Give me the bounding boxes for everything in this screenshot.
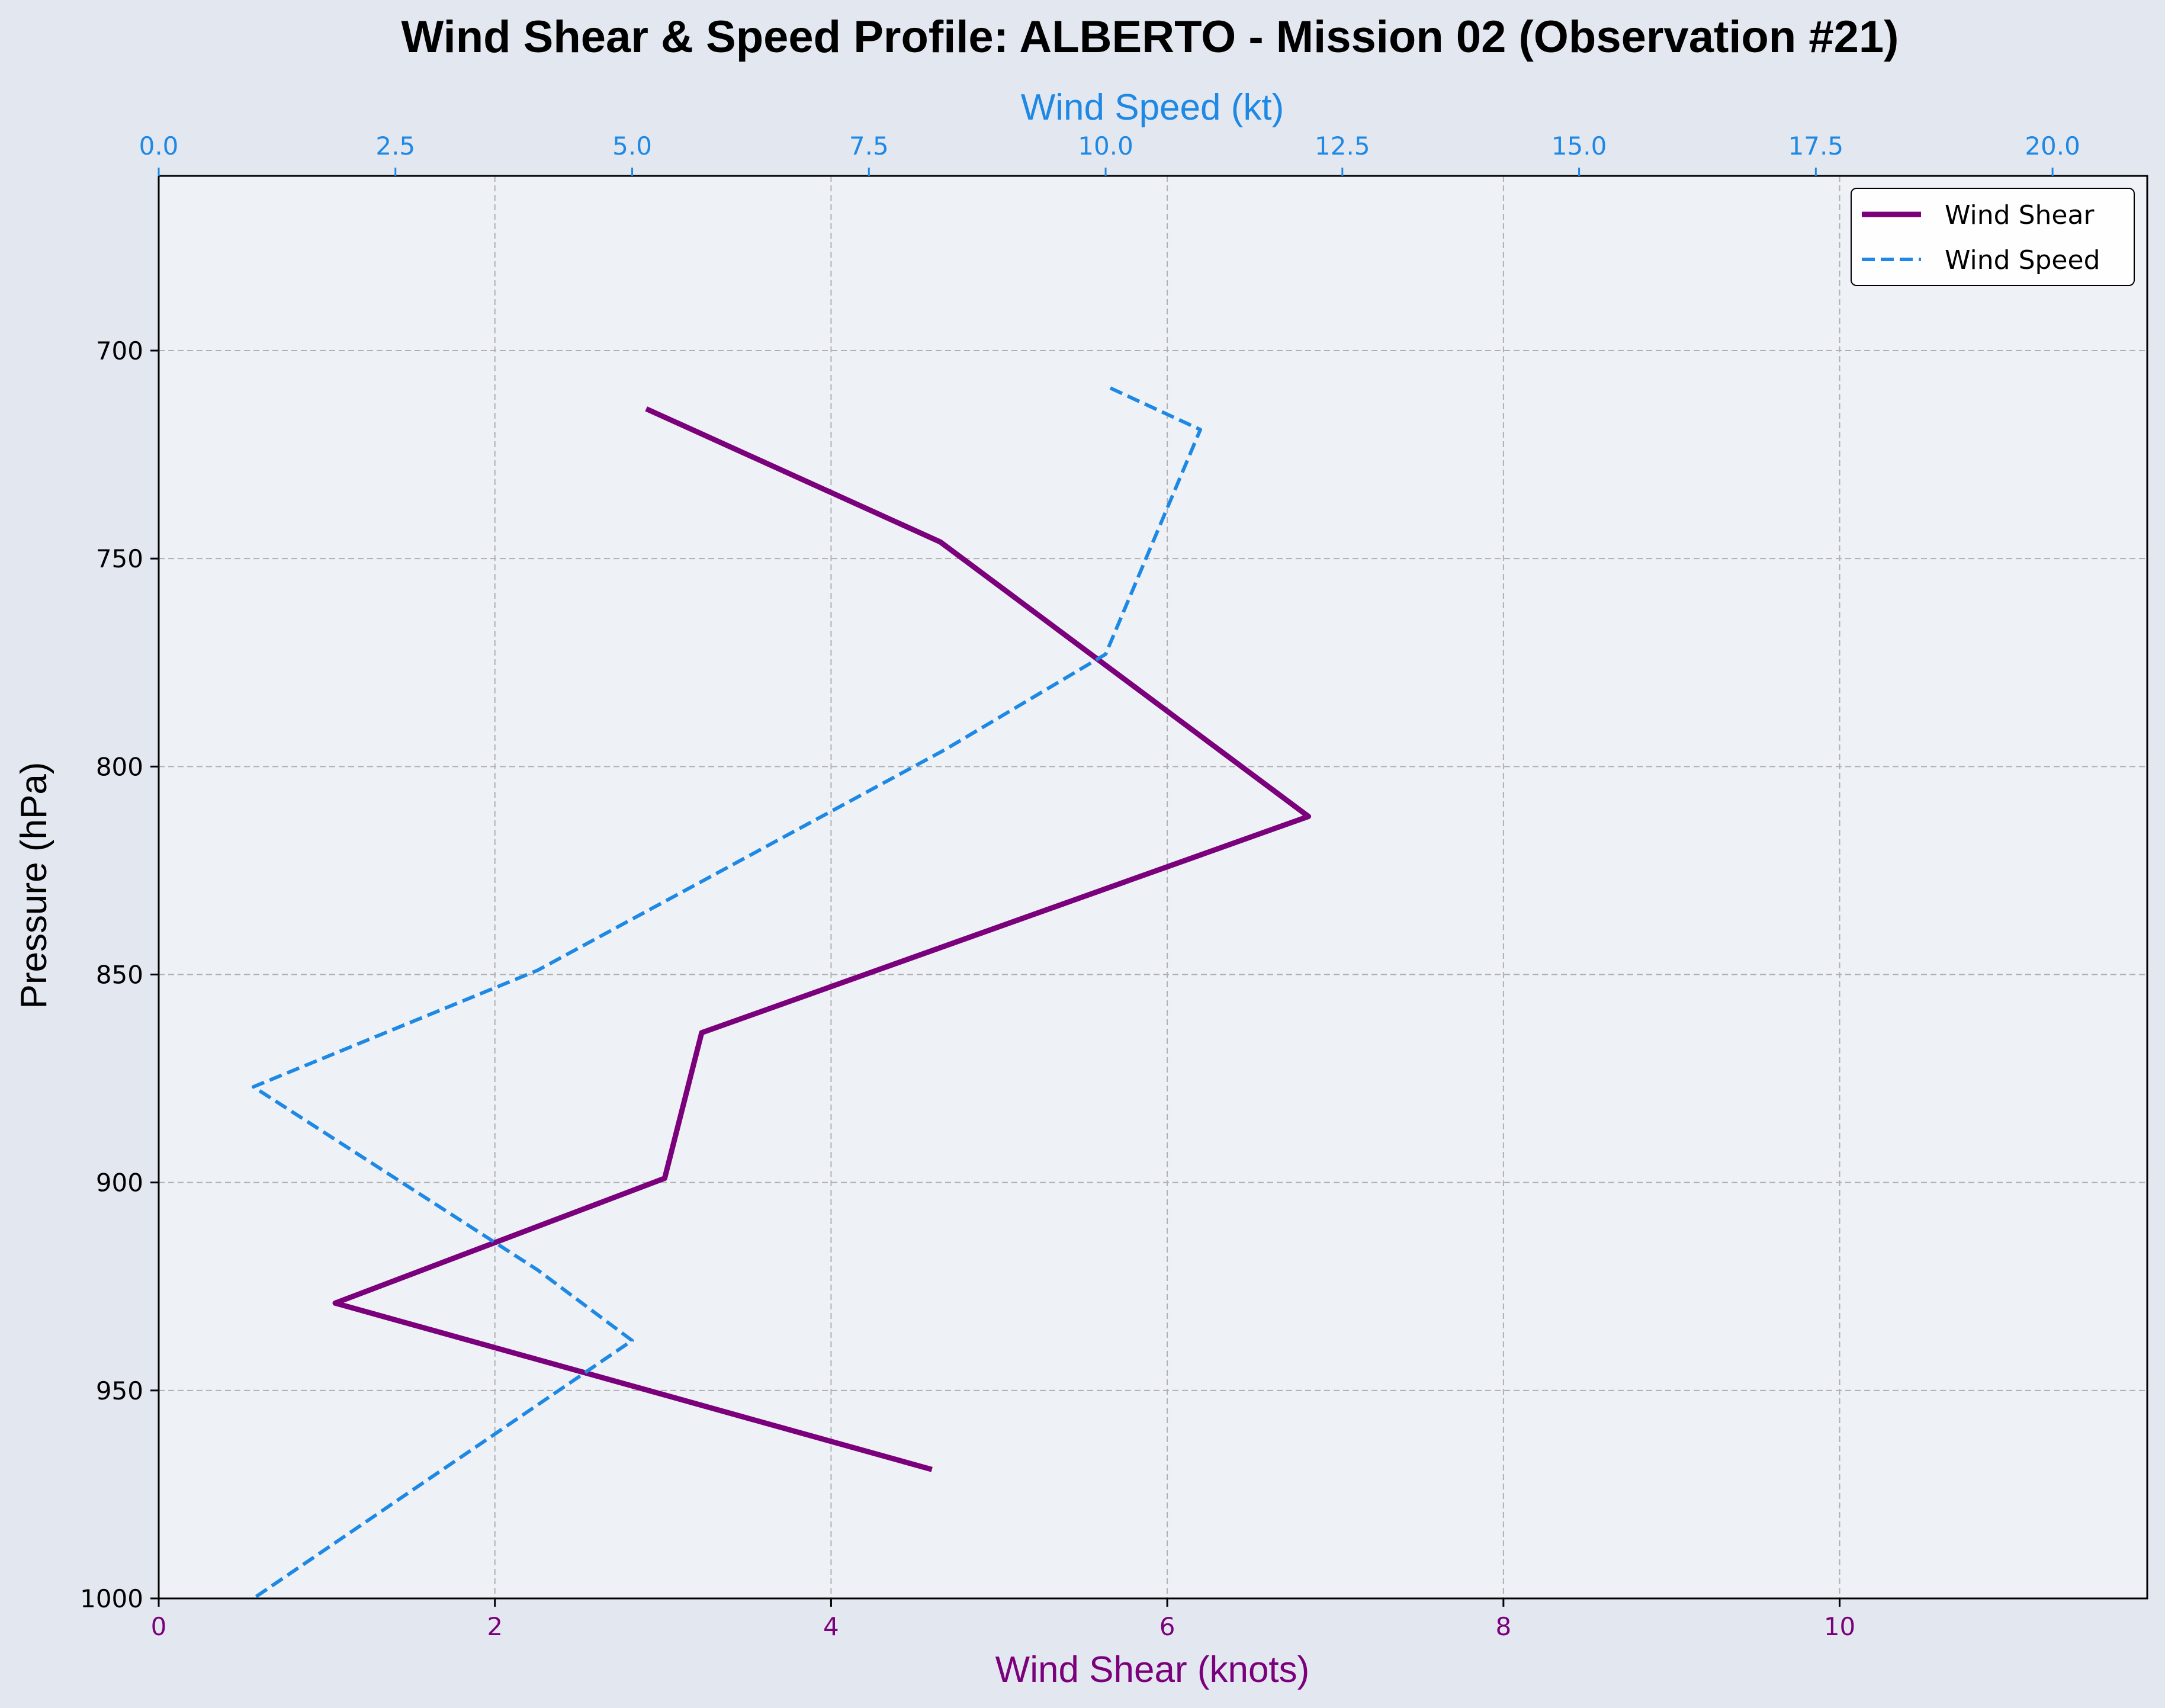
left-tick-label: 800 — [96, 752, 143, 781]
left-tick-label: 950 — [96, 1376, 143, 1405]
series-layer — [251, 386, 1312, 1600]
top-tick-label: 15.0 — [1552, 131, 1607, 160]
legend-label-speed: Wind Speed — [1945, 245, 2100, 275]
left-tick-label: 750 — [96, 544, 143, 573]
plot-background — [159, 176, 2147, 1598]
top-axis-title: Wind Speed (kt) — [1021, 87, 1284, 128]
legend: Wind Shear Wind Speed — [1851, 188, 2135, 286]
top-tick-label: 20.0 — [2025, 131, 2080, 160]
bottom-axis: 0 2 4 6 8 10 — [151, 1598, 1855, 1641]
chart-title: Wind Shear & Speed Profile: ALBERTO - Mi… — [401, 12, 1899, 62]
plot-area — [158, 175, 2148, 1600]
top-tick-label: 2.5 — [375, 131, 415, 160]
bottom-tick-label: 0 — [151, 1612, 167, 1641]
top-tick-label: 0.0 — [139, 131, 179, 160]
top-tick-label: 5.0 — [612, 131, 652, 160]
legend-label-shear: Wind Shear — [1945, 200, 2095, 230]
top-axis: 0.0 2.5 5.0 7.5 10.0 12.5 15.0 17.5 20.0 — [139, 131, 2080, 176]
bottom-tick-label: 2 — [487, 1612, 503, 1641]
bottom-tick-label: 6 — [1159, 1612, 1175, 1641]
wind-shear-line — [332, 406, 1312, 1472]
bottom-tick-label: 8 — [1495, 1612, 1511, 1641]
left-tick-label: 900 — [96, 1168, 143, 1197]
bottom-tick-label: 10 — [1824, 1612, 1855, 1641]
top-tick-label: 10.0 — [1078, 131, 1133, 160]
left-tick-label: 850 — [96, 960, 143, 989]
wind-speed-line — [251, 386, 1202, 1600]
top-tick-label: 7.5 — [849, 131, 889, 160]
top-tick-label: 17.5 — [1788, 131, 1844, 160]
bottom-axis-title: Wind Shear (knots) — [995, 1649, 1310, 1690]
left-axis-title: Pressure (hPa) — [14, 762, 54, 1009]
legend-box — [1851, 188, 2135, 286]
plot-frame — [158, 175, 2148, 1600]
left-tick-label: 700 — [96, 336, 143, 365]
left-axis: 700 750 800 850 900 950 1000 — [80, 336, 159, 1613]
left-tick-label: 1000 — [80, 1584, 143, 1613]
top-tick-label: 12.5 — [1315, 131, 1370, 160]
bottom-tick-label: 4 — [823, 1612, 839, 1641]
